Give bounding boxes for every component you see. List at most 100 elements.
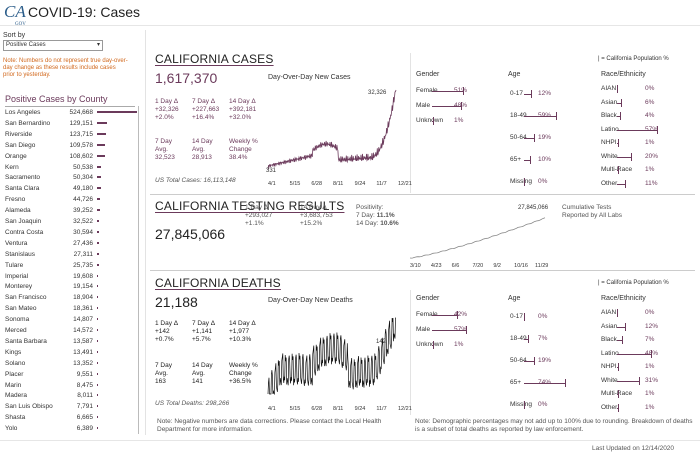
x-tick-label: 7/20: [472, 263, 484, 269]
county-bar: [97, 318, 99, 321]
testing-14day: 14 Day Δ +3,683,753 +15.2%: [300, 204, 333, 228]
last-updated: Last Updated on 12/14/2020: [592, 445, 675, 452]
county-row[interactable]: San Diego 109,578: [5, 141, 135, 150]
case-race-pop-marker: [631, 152, 632, 161]
county-row[interactable]: Fresno 44,726: [5, 195, 135, 204]
cases-14day-label: 14 Day Δ: [229, 98, 256, 105]
county-row[interactable]: Shasta 6,665: [5, 413, 135, 422]
x-tick-label: 9/2: [493, 263, 501, 269]
county-bar: [97, 427, 98, 430]
cases-weekly-label: Weekly %: [229, 138, 258, 145]
county-bar: [97, 220, 100, 222]
x-tick-label: 12/21: [398, 406, 412, 412]
county-row[interactable]: Monterey 19,154: [5, 282, 135, 291]
county-row[interactable]: San Bernardino 129,151: [5, 119, 135, 128]
county-row[interactable]: Riverside 123,715: [5, 130, 135, 139]
case-age-pop-marker: [524, 178, 525, 186]
testing-line-chart[interactable]: [409, 214, 550, 260]
county-row[interactable]: Orange 108,602: [5, 152, 135, 161]
county-row[interactable]: Madera 8,011: [5, 391, 135, 400]
county-row[interactable]: Kings 13,491: [5, 348, 135, 357]
sort-select-value: Positive Cases: [6, 42, 46, 48]
case-race-value: 1%: [645, 166, 655, 173]
case-gender-bar: [432, 91, 463, 92]
county-bar: [97, 154, 106, 157]
county-row[interactable]: Alameda 39,252: [5, 206, 135, 215]
county-row[interactable]: Yolo 6,389: [5, 424, 135, 433]
death-race-pop-marker: [621, 336, 623, 344]
deaths-14day-avg: 14 Day Avg. 141: [192, 362, 213, 386]
death-age-pop-marker: [527, 335, 529, 343]
county-row[interactable]: San Joaquin 32,522: [5, 217, 135, 226]
deaths-1day-pct: +0.7%: [155, 336, 174, 343]
deaths-14day-value: +1,977: [229, 328, 250, 335]
county-row[interactable]: San Mateo 18,361: [5, 304, 135, 313]
x-tick-label: 9/24: [354, 181, 366, 187]
county-row[interactable]: Sacramento 50,304: [5, 173, 135, 182]
county-row[interactable]: Ventura 27,436: [5, 239, 135, 248]
cases-line-chart[interactable]: [267, 86, 408, 176]
positivity-14day-label: 14 Day:: [356, 220, 379, 227]
testing-positivity: Positivity: 7 Day: 11.1% 14 Day: 10.6%: [356, 204, 399, 228]
county-row[interactable]: Contra Costa 30,594: [5, 228, 135, 237]
deaths-race-header: Race/Ethnicity: [601, 295, 646, 302]
series-line: [409, 217, 546, 259]
county-row[interactable]: Santa Clara 49,180: [5, 184, 135, 193]
county-row[interactable]: Los Angeles 524,668: [5, 108, 137, 117]
case-age-value: 0%: [538, 178, 548, 185]
county-value: 25,735: [73, 261, 93, 269]
county-row[interactable]: Tulare 25,735: [5, 261, 135, 270]
sort-label: Sort by: [3, 32, 26, 39]
death-race-bar: [617, 353, 651, 355]
county-value: 19,608: [73, 272, 93, 280]
county-value: 7,791: [76, 403, 93, 411]
deaths-1day-value: +142: [155, 328, 170, 335]
county-row[interactable]: Kern 50,538: [5, 163, 135, 172]
county-row[interactable]: Placer 9,551: [5, 370, 135, 379]
death-gender-label: Female: [416, 311, 438, 318]
left-divider: [145, 30, 146, 435]
death-race-value: 12%: [645, 322, 659, 330]
cases-14day-avg-value: 28,913: [192, 154, 212, 161]
death-gender-label: Male: [416, 326, 431, 333]
county-row[interactable]: Santa Barbara 13,587: [5, 337, 135, 346]
county-row[interactable]: Imperial 19,608: [5, 272, 135, 281]
county-row[interactable]: Stanislaus 27,311: [5, 250, 135, 259]
x-tick-label: 12/21: [398, 181, 412, 187]
positivity-7day-value: 11.1%: [376, 212, 395, 219]
county-row[interactable]: Solano 13,352: [5, 359, 135, 368]
county-row[interactable]: San Francisco 18,904: [5, 293, 135, 302]
x-tick-label: 8/11: [333, 181, 344, 187]
county-name: Placer: [5, 370, 24, 378]
county-row[interactable]: Merced 14,572: [5, 326, 135, 335]
testing-1day-value: +293,027: [245, 212, 273, 219]
death-race-pop-marker: [617, 309, 618, 317]
death-age-bar: [524, 383, 565, 384]
case-race-label: NHPI: [601, 139, 617, 146]
death-race-value: 1%: [645, 363, 655, 370]
county-row[interactable]: Marin 8,475: [5, 381, 135, 390]
county-name: San Mateo: [5, 305, 37, 313]
county-bar: [97, 383, 98, 386]
county-bar: [97, 111, 137, 113]
case-age-label: 18-49: [510, 112, 527, 119]
county-scrollbar[interactable]: [138, 106, 139, 434]
deaths-7day-pct: +5.7%: [192, 336, 211, 343]
testing-14day-label: 14 Day Δ: [300, 204, 327, 211]
case-race-pop-marker: [624, 179, 626, 188]
county-row[interactable]: Sonoma 14,807: [5, 315, 135, 324]
county-value: 109,578: [69, 141, 94, 149]
deaths-line-chart[interactable]: [267, 314, 408, 396]
county-row[interactable]: San Luis Obispo 7,791: [5, 402, 135, 411]
county-name: Monterey: [5, 283, 33, 291]
case-race-value: 6%: [645, 98, 655, 106]
death-race-bar: [617, 380, 639, 382]
cases-14day-avg: 14 Day Avg. 28,913: [192, 138, 213, 162]
sort-select[interactable]: Positive Cases: [3, 40, 103, 51]
death-race-label: Black: [601, 336, 617, 343]
ca-gov-logo[interactable]: CA GOV: [4, 3, 26, 27]
county-value: 14,572: [73, 327, 93, 334]
cases-pop-legend: | = California Population %: [598, 56, 669, 62]
county-name: Sonoma: [5, 316, 30, 324]
county-value: 50,304: [73, 174, 93, 182]
